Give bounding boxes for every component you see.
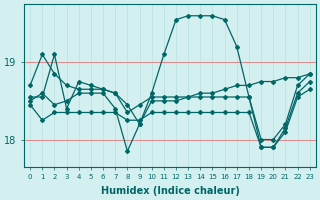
X-axis label: Humidex (Indice chaleur): Humidex (Indice chaleur) (100, 186, 239, 196)
